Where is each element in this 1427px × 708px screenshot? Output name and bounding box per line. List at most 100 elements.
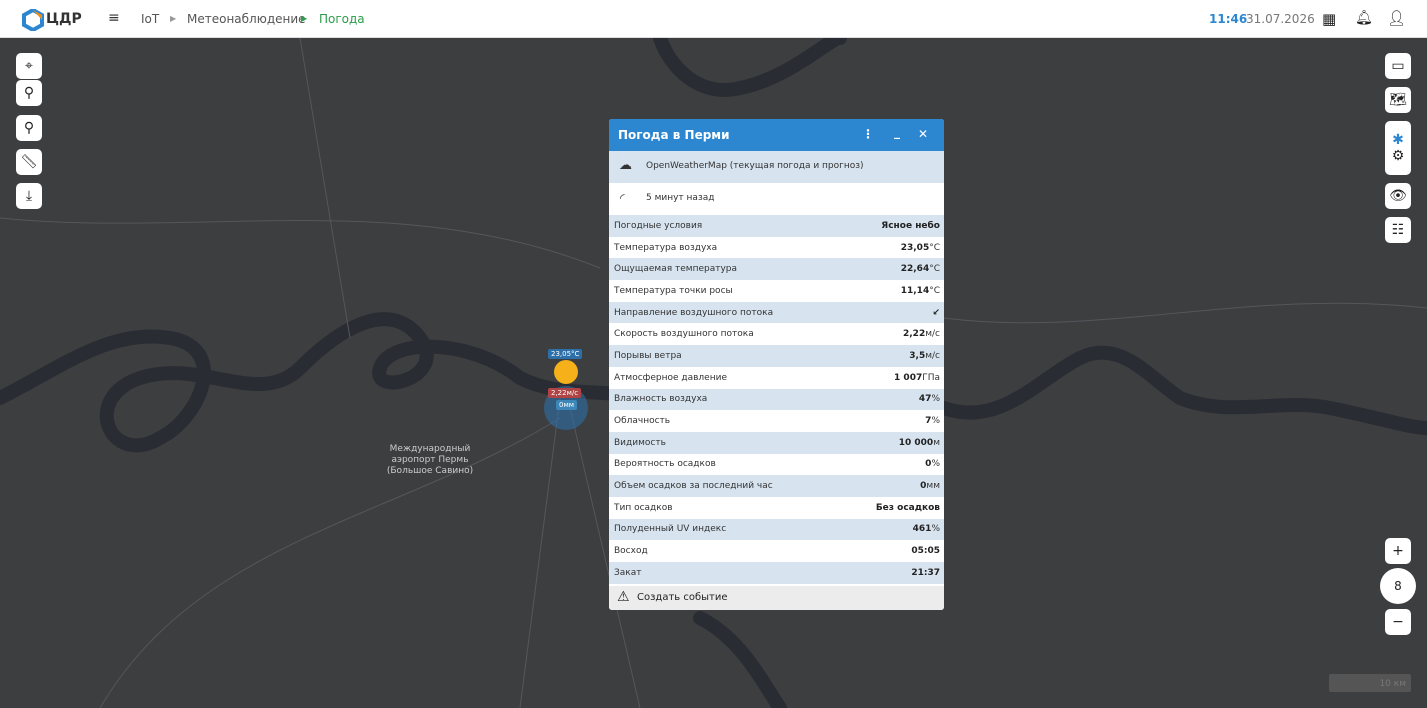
row-unit: % (931, 524, 940, 535)
weather-row: Температура точки росы 11,14°C (609, 280, 944, 302)
row-unit: % (931, 459, 940, 470)
row-label: Вероятность осадков (614, 459, 716, 470)
separator: ▶ (170, 14, 177, 23)
updated-text: 5 минут назад (646, 193, 715, 203)
ruler-button[interactable]: 📏︎ (16, 149, 42, 175)
source-row: ☁ OpenWeatherMap (текущая погода и прогно… (609, 151, 944, 183)
row-unit: м/с (925, 329, 940, 340)
row-value: 47 (918, 394, 932, 405)
apps-button[interactable]: ▦ (1322, 10, 1337, 28)
row-value-group: 3,5м/с (909, 351, 940, 361)
row-value: Без осадков (875, 502, 940, 513)
row-unit: °C (929, 242, 940, 253)
locate-button[interactable]: ⌖ (16, 53, 42, 79)
row-unit: ГПа (922, 372, 940, 383)
row-label: Погодные условия (614, 220, 703, 231)
row-value-group: 0% (925, 459, 940, 469)
row-unit: % (931, 416, 940, 427)
pin-button[interactable]: ⚲ (16, 115, 42, 141)
row-value-group: 11,14°C (901, 286, 940, 296)
warning-icon: ⚠ (617, 589, 630, 605)
date: 31.07.2026 (1246, 12, 1315, 26)
layers-button[interactable]: 🗺︎ (1385, 87, 1411, 113)
row-value: 11,14 (900, 285, 930, 296)
breadcrumb[interactable]: IoT (141, 12, 160, 26)
row-value-group: 1 007ГПа (894, 373, 940, 383)
row-label: Облачность (614, 416, 671, 427)
weather-row: Влажность воздуха 47% (609, 388, 944, 411)
menu-button[interactable]: ≡ (108, 10, 120, 26)
breadcrumb-current: Погода (319, 12, 365, 26)
row-value-group: 2,22м/с (903, 329, 940, 339)
wind-tag: 2,22м/с (548, 388, 582, 398)
row-value-group: 22,64°C (901, 264, 940, 274)
weather-row: Скорость воздушного потока 2,22м/с (609, 323, 944, 345)
row-value: 3,5 (909, 350, 926, 361)
row-value: 23,05 (900, 242, 930, 253)
logo-text: ЦДР (46, 11, 82, 27)
row-label: Направление воздушного потока (614, 307, 774, 318)
row-value-group: 0мм (920, 481, 940, 491)
row-value: 7 (925, 416, 932, 427)
scale-box (1329, 674, 1411, 692)
row-unit: мм (926, 481, 940, 492)
row-value-group: ↙ (932, 308, 940, 318)
row-value: 22,64 (900, 264, 930, 275)
signal-icon: ◜ (620, 191, 625, 205)
row-unit: % (931, 394, 940, 405)
row-value-group: Ясное небо (881, 221, 940, 231)
minimize-button[interactable]: _ (894, 125, 900, 139)
logo-icon (22, 9, 44, 31)
row-unit: м/с (925, 350, 940, 361)
panel-header: Погода в Перми ⋮ _ ✕ (609, 119, 944, 151)
visibility-button[interactable]: 👁︎ (1385, 183, 1411, 209)
more-button[interactable]: ⋮ (862, 127, 874, 141)
row-label: Закат (614, 567, 642, 578)
row-value: 461 (912, 524, 932, 535)
row-unit: °C (929, 285, 940, 296)
row-value-group: 23,05°C (901, 243, 940, 253)
create-event-text: Создать событие (637, 592, 728, 603)
weather-row: Тип осадков Без осадков (609, 497, 944, 519)
search-button[interactable]: ⚲ (16, 80, 42, 106)
weather-settings-button[interactable]: ✱ ⚙ (1385, 121, 1411, 175)
row-unit: °C (929, 264, 940, 275)
zoom-in-button[interactable]: + (1385, 538, 1411, 564)
row-value: 21:37 (911, 567, 940, 578)
roads (0, 38, 1427, 708)
clock: 11:46 (1209, 12, 1248, 26)
profile-button[interactable]: 👤︎ (1387, 9, 1407, 27)
notifications-button[interactable]: 🔔︎ (1355, 10, 1373, 26)
create-event-button[interactable]: ⚠ Создать событие (609, 586, 944, 610)
weather-row: Видимость 10 000м (609, 431, 944, 454)
row-label: Полуденный UV индекс (614, 524, 727, 535)
updated-row: ◜ 5 минут назад (609, 183, 944, 215)
zoom-level: 8 (1380, 568, 1416, 604)
fullscreen-button[interactable]: ▭ (1385, 53, 1411, 79)
row-label: Атмосферное давление (614, 372, 727, 383)
weather-row: Облачность 7% (609, 410, 944, 432)
weather-row: Закат 21:37 (609, 562, 944, 584)
row-value: Ясное небо (881, 220, 940, 231)
weather-row: Полуденный UV индекс 461% (609, 518, 944, 541)
breadcrumb[interactable]: Метеонаблюдение (187, 12, 306, 26)
download-button[interactable]: ⤓ (16, 183, 42, 209)
row-value: 05:05 (911, 546, 940, 557)
row-value-group: 05:05 (911, 546, 940, 556)
zoom-out-button[interactable]: − (1385, 609, 1411, 635)
row-label: Восход (614, 546, 648, 557)
row-value-group: 461% (913, 524, 940, 534)
temperature-tag: 23,05°C (548, 349, 583, 359)
panel-title: Погода в Перми (618, 128, 730, 142)
weather-row: Порывы ветра 3,5м/с (609, 345, 944, 367)
weather-table: Погодные условия Ясное небо Температура во… (609, 215, 944, 584)
row-label: Видимость (614, 437, 666, 448)
close-button[interactable]: ✕ (917, 127, 928, 141)
weather-row: Атмосферное давление 1 007ГПа (609, 367, 944, 389)
separator: ▶ (301, 14, 308, 23)
weather-marker[interactable] (554, 360, 578, 384)
scale-label: 10 км (1379, 679, 1406, 689)
filter-button[interactable]: ☷ (1385, 217, 1411, 243)
row-value: 0 (920, 481, 927, 492)
